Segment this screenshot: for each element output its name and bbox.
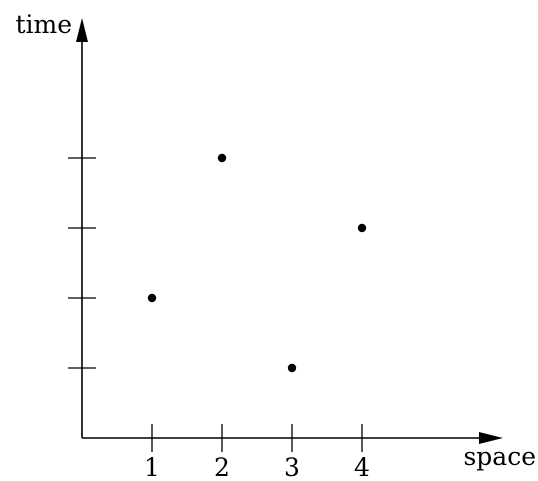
x-axis-arrow-icon <box>479 432 503 444</box>
x-tick-label: 2 <box>214 453 230 481</box>
data-point <box>287 363 297 373</box>
x-tick-label: 1 <box>144 453 160 481</box>
y-axis-label: time <box>15 10 72 39</box>
data-point <box>217 153 227 163</box>
y-axis-arrow-icon <box>76 18 88 42</box>
data-point <box>357 223 367 233</box>
data-points <box>147 153 367 373</box>
x-tick-label: 3 <box>284 453 300 481</box>
x-axis-label: space <box>463 442 536 471</box>
y-ticks <box>68 157 96 369</box>
data-point <box>147 293 157 303</box>
x-tick-label: 4 <box>354 453 370 481</box>
x-ticks: 1 2 3 4 <box>144 424 370 481</box>
